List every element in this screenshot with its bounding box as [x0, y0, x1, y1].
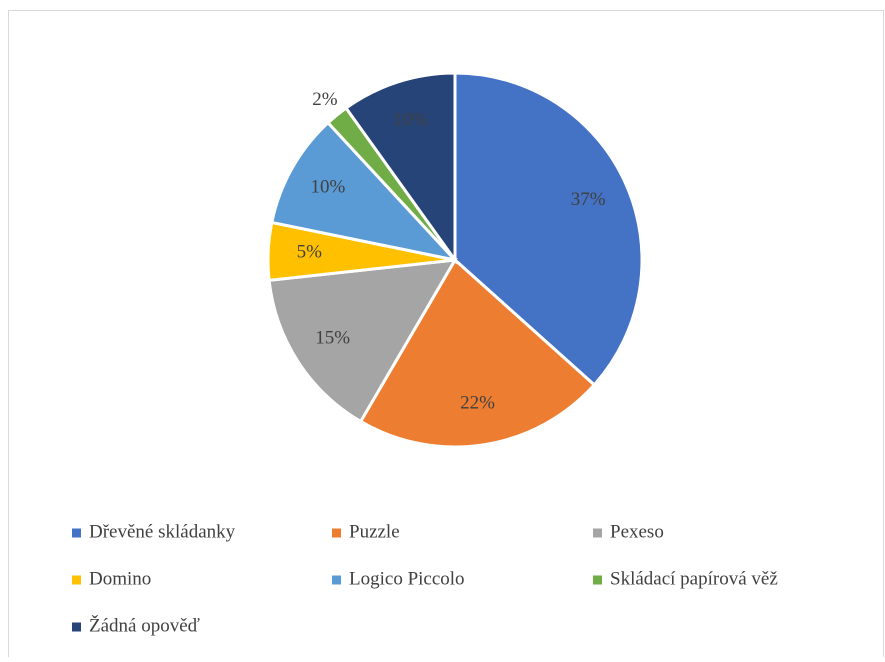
legend-marker: [72, 575, 81, 585]
legend-label: Domino: [89, 568, 151, 589]
data-label: 37%: [571, 189, 606, 210]
legend-marker: [332, 528, 341, 538]
data-label: 15%: [315, 328, 350, 349]
legend-label: Puzzle: [349, 521, 400, 542]
legend-label: Žádná opověď: [89, 614, 200, 636]
legend-marker: [72, 622, 81, 632]
legend-label: Logico Piccolo: [349, 568, 465, 589]
legend-label: Skládací papírová věž: [610, 568, 778, 589]
data-label: 2%: [312, 89, 338, 110]
pie-slice: [343, 71, 457, 265]
legend-label: Dřevěné skládanky: [89, 521, 236, 542]
pie-slice: [453, 71, 644, 387]
legend-marker: [593, 528, 602, 538]
data-label: 10%: [311, 177, 346, 198]
data-label: 10%: [393, 109, 428, 130]
legend-marker: [593, 575, 602, 585]
data-label: 22%: [460, 392, 495, 413]
legend-marker: [332, 575, 341, 585]
data-label: 5%: [297, 242, 323, 263]
pie-slice: [267, 258, 458, 424]
legend-label: Pexeso: [610, 521, 664, 542]
legend-marker: [72, 528, 81, 538]
pie-slice: [358, 257, 597, 449]
pie-slice: [270, 120, 460, 263]
